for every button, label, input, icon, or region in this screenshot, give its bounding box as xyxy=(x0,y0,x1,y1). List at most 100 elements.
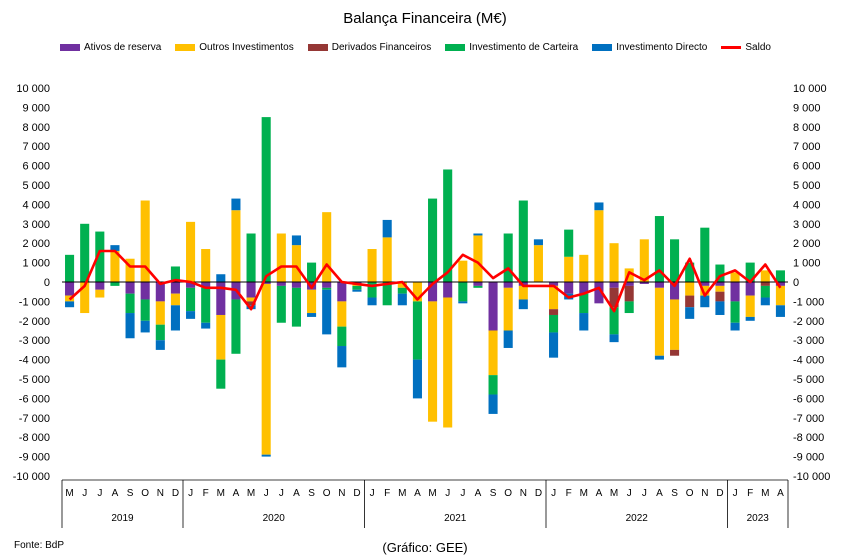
bar-segment xyxy=(443,297,453,428)
bar-segment xyxy=(231,198,241,211)
bar-segment xyxy=(654,355,664,360)
y-tick-label-right: -2 000 xyxy=(793,316,824,328)
bar-segment xyxy=(337,326,347,347)
bar-segment xyxy=(155,324,165,341)
bar-segment xyxy=(685,262,695,282)
bar-segment xyxy=(715,282,725,286)
x-tick-label: D xyxy=(353,488,360,499)
legend-label: Outros Investimentos xyxy=(199,42,294,53)
x-tick-label: N xyxy=(157,488,164,499)
bar-segment xyxy=(775,285,785,306)
x-tick-label: O xyxy=(504,488,512,499)
bar-segment xyxy=(609,287,619,308)
bar-segment xyxy=(518,285,528,300)
bar-segment xyxy=(307,289,317,314)
bar-segment xyxy=(261,283,271,455)
legend-label: Investimento Directo xyxy=(616,42,708,53)
bar-segment xyxy=(594,210,604,282)
x-tick-label: F xyxy=(384,488,390,499)
x-tick-label: M xyxy=(610,488,618,499)
bar-segment xyxy=(276,233,286,282)
bar-segment xyxy=(473,285,483,288)
legend-item: Investimento de Carteira xyxy=(445,42,578,53)
bar-segment xyxy=(503,287,513,331)
legend-item: Ativos de reserva xyxy=(60,42,161,53)
x-tick-label: N xyxy=(520,488,527,499)
bar-segment xyxy=(276,282,286,286)
bar-segment xyxy=(125,293,135,314)
bar-segment xyxy=(775,305,785,317)
bar-segment xyxy=(65,254,75,282)
year-label: 2021 xyxy=(444,513,467,524)
bar-segment xyxy=(473,235,483,282)
bar-segment xyxy=(670,299,680,350)
bar-segment xyxy=(458,282,468,302)
bar-segment xyxy=(503,233,513,282)
bar-segment xyxy=(110,245,120,251)
bar-segment xyxy=(715,285,725,292)
bar-segment xyxy=(579,313,589,331)
bar-segment xyxy=(579,293,589,314)
bar-segment xyxy=(307,313,317,317)
y-tick-label-right: -9 000 xyxy=(793,452,824,464)
bar-segment xyxy=(503,282,513,288)
x-tick-label: A xyxy=(112,488,119,499)
bar-segment xyxy=(700,295,710,308)
bar-segment xyxy=(412,282,422,302)
bar-segment xyxy=(549,314,559,333)
bar-segment xyxy=(352,289,362,292)
bar-segment xyxy=(564,229,574,257)
bar-segment xyxy=(458,301,468,304)
bar-segment xyxy=(549,285,559,310)
bar-segment xyxy=(503,330,513,348)
x-tick-label: J xyxy=(733,488,738,499)
source-note: Fonte: BdP xyxy=(14,540,65,551)
bar-segment xyxy=(624,282,634,286)
bar-segment xyxy=(443,169,453,282)
y-tick-label-right: -8 000 xyxy=(793,432,824,444)
bar-segment xyxy=(140,200,150,282)
bar-segment xyxy=(186,282,196,288)
legend-swatch xyxy=(445,44,466,51)
bar-segment xyxy=(609,282,619,288)
x-tick-label: A xyxy=(414,488,421,499)
x-tick-label: M xyxy=(580,488,588,499)
bar-segment xyxy=(125,282,135,294)
bar-segment xyxy=(579,254,589,282)
y-tick-label-left: 2 000 xyxy=(22,238,50,250)
y-tick-label-right: 0 xyxy=(793,277,799,289)
bar-segment xyxy=(140,299,150,321)
y-tick-label-right: 1 000 xyxy=(793,258,821,270)
bar-segment xyxy=(594,282,604,304)
y-tick-label-left: -1 000 xyxy=(19,296,50,308)
y-tick-label-right: 9 000 xyxy=(793,102,821,114)
bar-segment xyxy=(715,264,725,282)
saldo-line xyxy=(68,249,782,313)
bar-segment xyxy=(170,305,180,331)
bar-segment xyxy=(488,394,498,414)
y-tick-label-left: 6 000 xyxy=(22,161,50,173)
bar-segment xyxy=(95,231,105,282)
legend-label: Investimento de Carteira xyxy=(469,42,579,53)
x-tick-label: S xyxy=(127,488,134,499)
x-tick-label: J xyxy=(551,488,556,499)
bar-segment xyxy=(670,349,680,356)
y-tick-label-left: -7 000 xyxy=(19,413,50,425)
bar-segment xyxy=(367,282,377,298)
legend-item: Saldo xyxy=(721,42,771,53)
bar-segment xyxy=(231,210,241,282)
x-tick-label: S xyxy=(490,488,497,499)
bar-segment xyxy=(760,270,770,282)
bar-segment xyxy=(216,359,226,389)
legend-item: Outros Investimentos xyxy=(175,42,294,53)
x-tick-label: A xyxy=(475,488,482,499)
x-tick-label: M xyxy=(428,488,436,499)
y-tick-label-left: 0 xyxy=(44,277,50,289)
x-tick-label: M xyxy=(217,488,225,499)
y-tick-label-left: -4 000 xyxy=(19,355,50,367)
bar-segment xyxy=(397,282,407,288)
bar-segment xyxy=(276,285,286,323)
bar-segment xyxy=(730,272,740,282)
bar-segment xyxy=(639,282,649,284)
bar-segment xyxy=(125,258,135,282)
